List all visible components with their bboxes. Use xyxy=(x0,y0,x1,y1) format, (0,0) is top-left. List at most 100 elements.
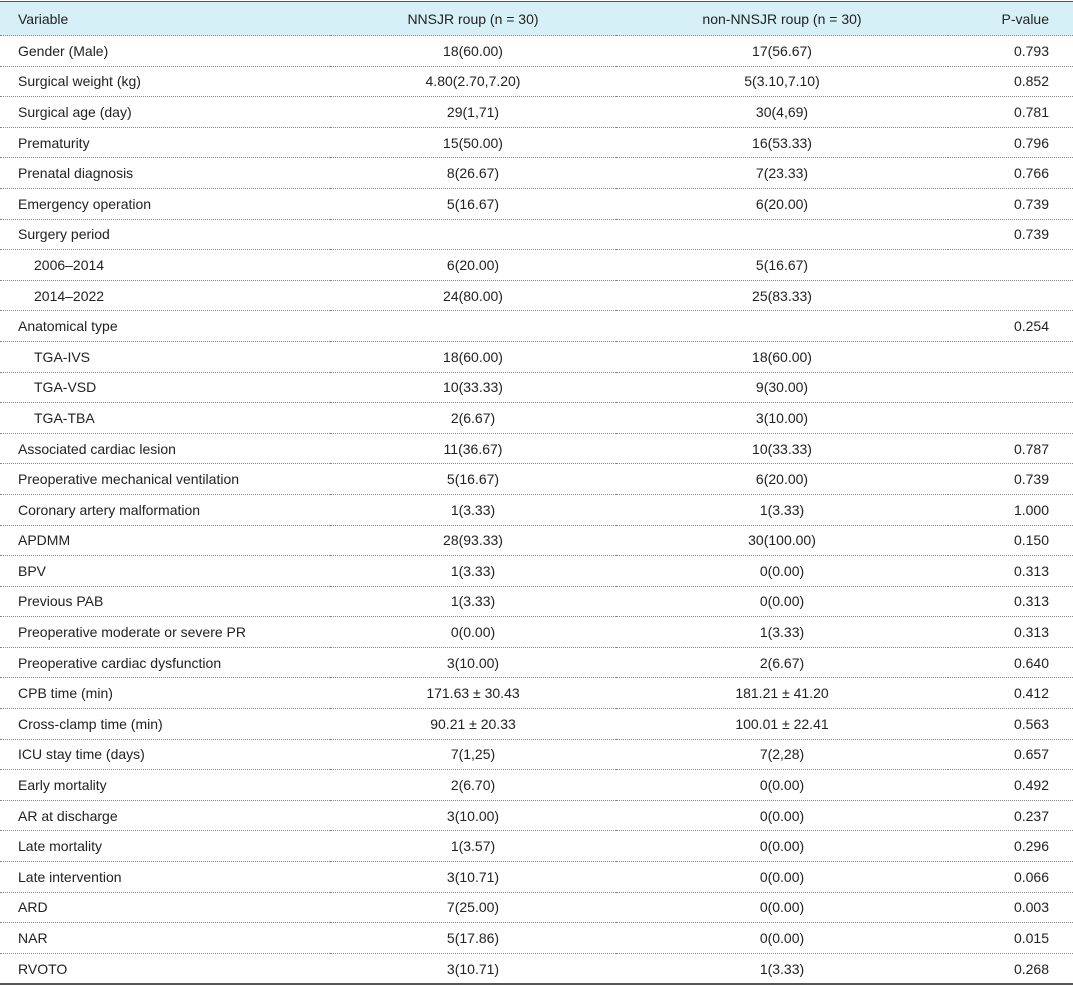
table-cell: 5(17.86) xyxy=(330,922,616,954)
table-cell: Anatomical type xyxy=(0,310,330,342)
table-cell: 3(10.00) xyxy=(330,646,616,678)
table-row: NAR 5(17.86) 0(0.00) 0.015 xyxy=(0,922,1073,954)
table-row: TGA-VSD 10(33.33) 9(30.00) xyxy=(0,371,1073,403)
table-row: TGA-IVS 18(60.00) 18(60.00) xyxy=(0,340,1073,373)
table-cell: 5(16.67) xyxy=(330,463,616,495)
table-row: Gender (Male) 18(60.00) 17(56.67) 0.793 xyxy=(0,35,1073,67)
table-cell: TGA-IVS xyxy=(0,340,330,373)
table-cell: 7(2,28) xyxy=(616,738,948,770)
table-cell: Associated cardiac lesion xyxy=(0,432,330,464)
table-cell: Late mortality xyxy=(0,830,330,862)
table-cell: 30(4,69) xyxy=(616,96,948,128)
table-row: Late intervention 3(10.71) 0(0.00) 0.066 xyxy=(0,861,1073,893)
table-cell: 0.563 xyxy=(948,708,1073,740)
table-cell: 0.492 xyxy=(948,769,1073,801)
table-cell: 100.01 ± 22.41 xyxy=(616,708,948,740)
table-cell: 0.313 xyxy=(948,555,1073,587)
table-cell: 3(10.71) xyxy=(330,952,616,985)
table-cell: 18(60.00) xyxy=(330,340,616,373)
table-cell: 0.787 xyxy=(948,432,1073,464)
table-cell: ARD xyxy=(0,891,330,923)
table-row: Prenatal diagnosis 8(26.67) 7(23.33) 0.766 xyxy=(0,157,1073,189)
table-row: BPV 1(3.33) 0(0.00) 0.313 xyxy=(0,555,1073,587)
table-row: ICU stay time (days) 7(1,25) 7(2,28) 0.657 xyxy=(0,738,1073,770)
table-row: Preoperative cardiac dysfunction 3(10.00)… xyxy=(0,646,1073,678)
table-cell: 0.657 xyxy=(948,738,1073,770)
table-cell xyxy=(948,371,1073,403)
table-cell: 5(16.67) xyxy=(330,187,616,220)
column-header: NNSJR roup (n = 30) xyxy=(330,1,616,36)
table-row: Surgical age (day) 29(1,71) 30(4,69) 0.781 xyxy=(0,96,1073,128)
table-cell: 1(3.33) xyxy=(330,555,616,587)
table-cell: 0.313 xyxy=(948,616,1073,648)
table-cell: 0.015 xyxy=(948,922,1073,954)
table-cell: AR at discharge xyxy=(0,799,330,831)
table-cell: 1(3.57) xyxy=(330,830,616,862)
table-row: AR at discharge 3(10.00) 0(0.00) 0.237 xyxy=(0,799,1073,831)
table-cell: ICU stay time (days) xyxy=(0,738,330,770)
table-row: Anatomical type 0.254 xyxy=(0,310,1073,342)
table-cell: RVOTO xyxy=(0,952,330,985)
table-cell: Preoperative moderate or severe PR xyxy=(0,616,330,648)
table-cell: Previous PAB xyxy=(0,585,330,617)
table-cell: 3(10.00) xyxy=(616,402,948,434)
table-cell: 30(100.00) xyxy=(616,524,948,556)
table-cell: 1(3.33) xyxy=(616,493,948,525)
table-row: Preoperative mechanical ventilation 5(16.… xyxy=(0,463,1073,495)
table-cell: 7(1,25) xyxy=(330,738,616,770)
header-row: Variable NNSJR roup (n = 30) non-NNSJR rou… xyxy=(0,1,1073,36)
table-cell: Prenatal diagnosis xyxy=(0,157,330,189)
table-cell: 0.254 xyxy=(948,310,1073,342)
table-cell: 0(0.00) xyxy=(616,891,948,923)
column-header: Variable xyxy=(0,1,330,36)
table-cell: 5(3.10,7.10) xyxy=(616,65,948,97)
table-cell: 29(1,71) xyxy=(330,96,616,128)
table-cell: 24(80.00) xyxy=(330,279,616,311)
column-header: P-value xyxy=(948,1,1073,36)
table-cell: 6(20.00) xyxy=(330,249,616,281)
table-cell: TGA-VSD xyxy=(0,371,330,403)
table-cell: 6(20.00) xyxy=(616,187,948,220)
table-cell: 9(30.00) xyxy=(616,371,948,403)
table-cell: 15(50.00) xyxy=(330,126,616,158)
table-cell: 10(33.33) xyxy=(330,371,616,403)
table-cell: 0(0.00) xyxy=(616,861,948,893)
table-cell xyxy=(616,218,948,250)
table-cell: 0.237 xyxy=(948,799,1073,831)
table-cell: Preoperative mechanical ventilation xyxy=(0,463,330,495)
table-cell: 0(0.00) xyxy=(616,769,948,801)
table-cell: 0.313 xyxy=(948,585,1073,617)
table-cell: CPB time (min) xyxy=(0,677,330,709)
table-row: RVOTO 3(10.71) 1(3.33) 0.268 xyxy=(0,952,1073,985)
table-body: Gender (Male) 18(60.00) 17(56.67) 0.793 Surg… xyxy=(0,35,1073,985)
table-cell: 0.412 xyxy=(948,677,1073,709)
table-cell: 28(93.33) xyxy=(330,524,616,556)
table-cell: NAR xyxy=(0,922,330,954)
table-row: 2014–2022 24(80.00) 25(83.33) xyxy=(0,279,1073,311)
table-cell: 17(56.67) xyxy=(616,35,948,67)
table-row: Cross-clamp time (min) 90.21 ± 20.33 100.0… xyxy=(0,708,1073,740)
table-row: Surgical weight (kg) 4.80(2.70,7.20) 5(3.1… xyxy=(0,65,1073,97)
table-cell: BPV xyxy=(0,555,330,587)
table-cell: 0.852 xyxy=(948,65,1073,97)
table-cell xyxy=(948,279,1073,311)
table-cell xyxy=(616,310,948,342)
table-cell: 0.739 xyxy=(948,463,1073,495)
table-cell: 3(10.71) xyxy=(330,861,616,893)
table-row: 2006–2014 6(20.00) 5(16.67) xyxy=(0,249,1073,281)
table-cell: 18(60.00) xyxy=(330,35,616,67)
table-cell: TGA-TBA xyxy=(0,402,330,434)
table-cell: Surgical age (day) xyxy=(0,96,330,128)
table-cell: 0.793 xyxy=(948,35,1073,67)
table-row: Emergency operation 5(16.67) 6(20.00) 0.739 xyxy=(0,187,1073,220)
table-cell: 0(0.00) xyxy=(616,830,948,862)
table-cell: 2(6.70) xyxy=(330,769,616,801)
table-cell: APDMM xyxy=(0,524,330,556)
table-cell: 1.000 xyxy=(948,493,1073,525)
table-cell: 0.296 xyxy=(948,830,1073,862)
table-cell: 6(20.00) xyxy=(616,463,948,495)
table-cell: Gender (Male) xyxy=(0,35,330,67)
table-cell xyxy=(948,402,1073,434)
table-cell: 1(3.33) xyxy=(616,952,948,985)
table-row: ARD 7(25.00) 0(0.00) 0.003 xyxy=(0,891,1073,923)
